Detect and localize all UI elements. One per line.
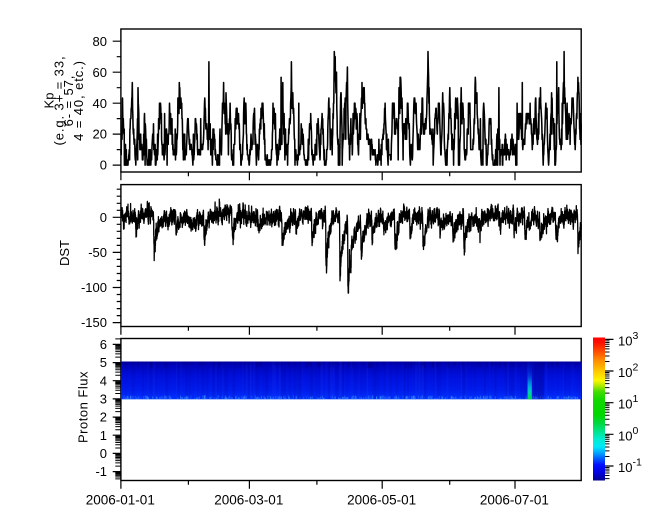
svg-text:4 = 40, etc.): 4 = 40, etc.) xyxy=(71,60,86,141)
svg-text:-100: -100 xyxy=(81,280,107,295)
svg-text:0: 0 xyxy=(100,446,107,461)
svg-text:5: 5 xyxy=(100,355,107,370)
svg-text:1: 1 xyxy=(100,428,107,443)
svg-text:2006-03-01: 2006-03-01 xyxy=(214,492,283,507)
svg-text:20: 20 xyxy=(93,127,107,142)
svg-text:2006-05-01: 2006-05-01 xyxy=(347,492,416,507)
svg-text:-50: -50 xyxy=(88,245,107,260)
svg-text:60: 60 xyxy=(93,65,107,80)
svg-text:0: 0 xyxy=(100,158,107,173)
svg-text:(e.g. 3+ = 33,: (e.g. 3+ = 33, xyxy=(51,56,66,146)
svg-text:2006-01-01: 2006-01-01 xyxy=(86,492,155,507)
svg-text:80: 80 xyxy=(93,34,107,49)
svg-text:-150: -150 xyxy=(81,315,107,330)
svg-text:Kp: Kp xyxy=(42,93,57,109)
svg-text:4: 4 xyxy=(100,373,107,388)
svg-text:2: 2 xyxy=(100,410,107,425)
svg-text:0: 0 xyxy=(100,210,107,225)
svg-text:40: 40 xyxy=(93,96,107,111)
svg-text:Proton Flux: Proton Flux xyxy=(76,371,91,443)
svg-text:6: 6 xyxy=(100,337,107,352)
svg-text:2006-07-01: 2006-07-01 xyxy=(480,492,549,507)
svg-text:3: 3 xyxy=(100,392,107,407)
svg-text:6- = 57,: 6- = 57, xyxy=(61,75,76,127)
svg-text:DST: DST xyxy=(57,240,72,266)
svg-text:-1: -1 xyxy=(95,464,107,479)
